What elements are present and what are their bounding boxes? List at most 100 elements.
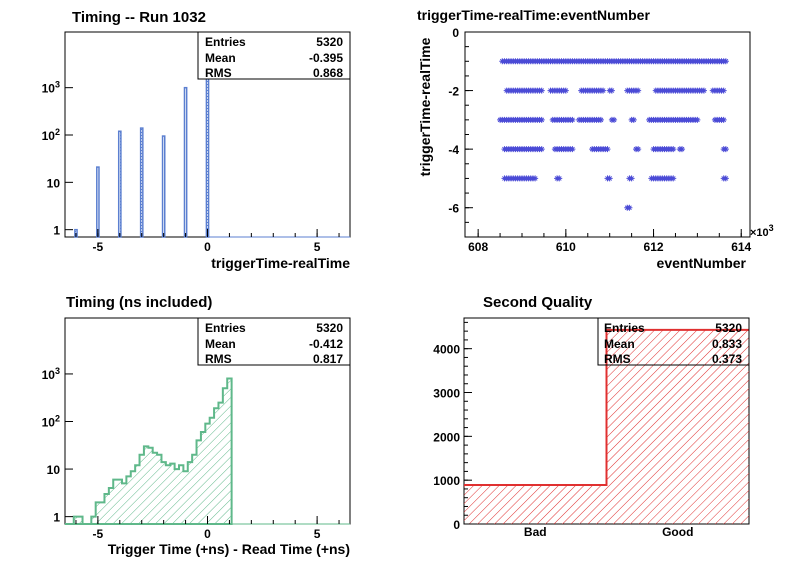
scatter-point <box>611 116 618 123</box>
tick-label-base: 10 <box>42 129 56 143</box>
tick-label-exponent: 3 <box>55 366 60 376</box>
y-tick-label: 103 <box>42 366 60 382</box>
stats-mean-label: Mean <box>205 337 236 351</box>
tick-label-exponent: 3 <box>55 80 60 90</box>
x-multiplier-label: ×103 <box>750 223 774 239</box>
y-tick-label: -4 <box>448 143 459 157</box>
scatter-point <box>606 175 613 182</box>
x-tick-label: 608 <box>468 240 488 254</box>
x-category-label: Bad <box>524 525 547 539</box>
scatter-point <box>722 175 729 182</box>
y-tick-label: 0 <box>452 26 459 40</box>
histogram-bars <box>74 58 350 238</box>
scatter-point <box>722 146 729 153</box>
x-multiplier-exponent: 3 <box>769 223 774 233</box>
histogram-bar <box>96 166 100 238</box>
y-tick-label: -6 <box>448 202 459 216</box>
y-tick-label: 4000 <box>433 343 460 357</box>
scatter-point <box>569 146 576 153</box>
x-tick-label: 0 <box>204 527 211 541</box>
y-axis-label: triggerTime-realTime <box>417 37 433 176</box>
x-tick-label: 5 <box>314 240 321 254</box>
x-axis-label: eventNumber <box>657 255 747 271</box>
axis-ticks: 608 610 612 614 0 -2 -4 -6 <box>448 26 751 254</box>
scatter-point <box>635 87 642 94</box>
scatter-point <box>569 116 576 123</box>
scatter-point <box>562 87 569 94</box>
stats-box: Entries 5320 Mean 0.833 RMS 0.373 <box>597 317 750 366</box>
stats-rms-value: 0.868 <box>313 66 343 80</box>
x-axis-label: triggerTime-realTime <box>211 255 350 271</box>
stats-box: Entries 5320 Mean -0.412 RMS 0.817 <box>197 317 351 366</box>
stats-entries-value: 5320 <box>316 321 343 335</box>
y-tick-label: 10 <box>47 463 61 477</box>
scatter-point <box>670 146 677 153</box>
quality-outline <box>464 328 749 486</box>
histogram-bar <box>161 135 166 238</box>
scatter-point <box>722 58 729 65</box>
stats-mean-label: Mean <box>604 337 635 351</box>
y-tick-label: 2000 <box>433 430 460 444</box>
x-tick-label: 0 <box>204 240 211 254</box>
axis-ticks: Bad Good 0 1000 2000 3000 4000 <box>433 321 693 539</box>
y-tick-label: 102 <box>42 127 60 143</box>
quality-bar <box>464 484 607 524</box>
scatter-points <box>497 58 729 211</box>
stats-rms-label: RMS <box>604 352 631 366</box>
x-tick-label: -5 <box>93 240 104 254</box>
chart-title: Timing (ns included) <box>66 294 212 311</box>
scatter-point <box>720 116 727 123</box>
scatter-point <box>670 175 677 182</box>
histogram-bar <box>117 130 122 238</box>
stats-mean-value: 0.833 <box>712 337 742 351</box>
tick-label-base: 10 <box>42 416 56 430</box>
stats-rms-label: RMS <box>205 66 232 80</box>
y-tick-label: 102 <box>42 414 60 430</box>
histogram-area <box>65 377 350 525</box>
chart-title: Timing -- Run 1032 <box>72 9 206 26</box>
y-tick-label: 0 <box>453 518 460 532</box>
stats-entries-value: 5320 <box>316 35 343 49</box>
tick-label-base: 10 <box>42 368 56 382</box>
scatter-point <box>538 87 545 94</box>
stats-box: Entries 5320 Mean -0.395 RMS 0.868 <box>197 31 351 80</box>
y-tick-label: 1 <box>53 224 60 238</box>
x-tick-label: 5 <box>314 527 321 541</box>
stats-box-frame <box>197 31 351 80</box>
stats-mean-value: -0.412 <box>309 337 343 351</box>
tick-label-exponent: 2 <box>55 414 60 424</box>
stats-rms-label: RMS <box>205 352 232 366</box>
stats-box-frame <box>597 317 750 366</box>
scatter-point <box>604 146 611 153</box>
scatter-point <box>538 146 545 153</box>
chart-title: Second Quality <box>483 294 593 311</box>
chart-title: triggerTime-realTime:eventNumber <box>417 7 650 23</box>
tick-label-base: 10 <box>42 82 56 96</box>
trigger-vs-event-scatter-chart: triggerTime-realTime:eventNumber 608 610 6… <box>417 7 774 271</box>
scatter-point <box>538 116 545 123</box>
y-tick-label: 10 <box>47 176 61 190</box>
scatter-point <box>600 87 607 94</box>
quality-bars <box>464 328 749 524</box>
scatter-point <box>720 87 727 94</box>
quality-bar <box>606 329 749 524</box>
x-multiplier-times: ×10 <box>750 227 769 239</box>
y-tick-label: 1000 <box>433 474 460 488</box>
scatter-point <box>700 87 707 94</box>
scatter-point <box>532 175 539 182</box>
scatter-point <box>635 146 642 153</box>
scatter-point <box>694 116 701 123</box>
scatter-point <box>679 146 686 153</box>
stats-entries-value: 5320 <box>715 321 742 335</box>
scatter-point <box>626 204 633 211</box>
scatter-point <box>597 116 604 123</box>
histogram-bar <box>205 58 210 238</box>
tick-label-exponent: 2 <box>55 127 60 137</box>
x-category-label: Good <box>662 525 693 539</box>
scatter-point <box>608 87 615 94</box>
histogram-bar <box>183 86 188 238</box>
